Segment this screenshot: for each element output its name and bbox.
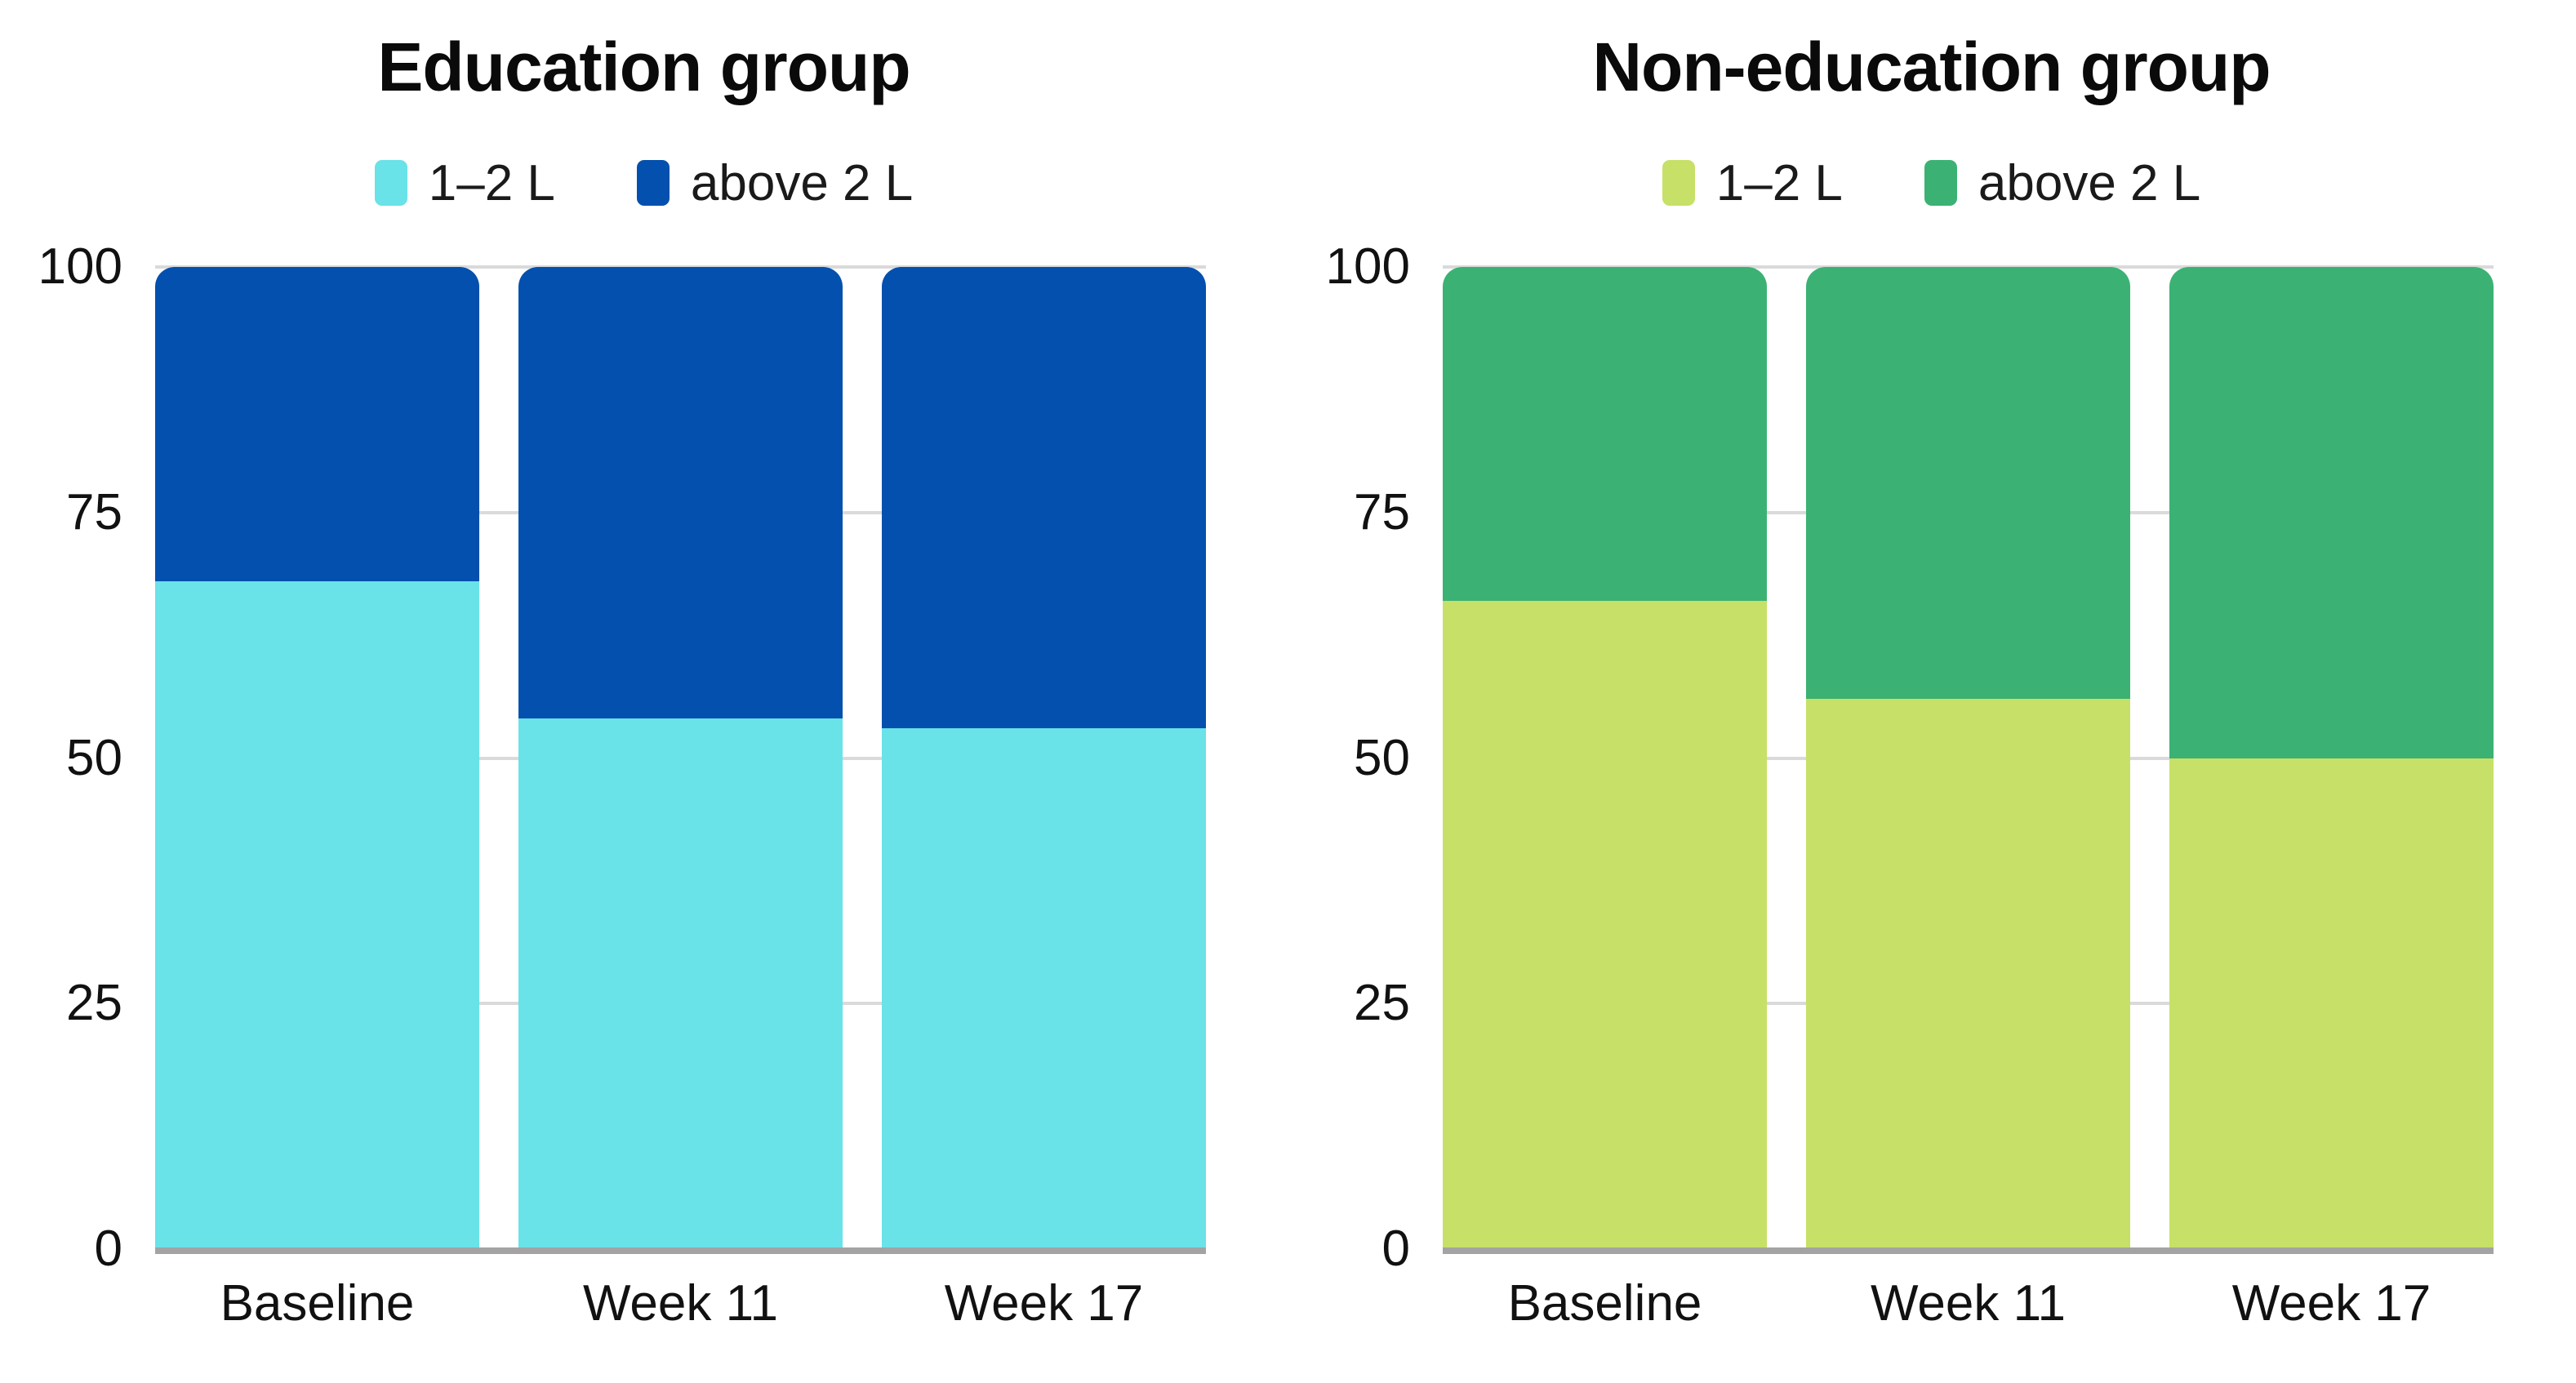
y-tick-label: 25 — [66, 975, 122, 1032]
x-tick-label: Week 17 — [944, 1275, 1144, 1332]
x-axis-labels: Baseline Week 11 Week 17 — [155, 1278, 1206, 1329]
bar-segment-above-2-l — [518, 267, 843, 719]
bar-segment-1-2-l — [155, 580, 479, 1249]
bar-week-11 — [1806, 267, 2130, 1249]
legend-label: above 2 L — [690, 154, 914, 211]
legend-swatch-icon — [1924, 160, 1957, 206]
x-axis-line — [1443, 1247, 2494, 1254]
x-tick-label: Baseline — [220, 1275, 415, 1332]
y-tick-label: 0 — [94, 1221, 122, 1277]
legend-item-1-2-l: 1–2 L — [1662, 154, 1843, 212]
bar-segment-1-2-l — [1443, 601, 1767, 1249]
legend-item-above-2-l: above 2 L — [636, 154, 914, 212]
y-tick-label: 0 — [1381, 1221, 1410, 1277]
x-tick-label: Week 11 — [583, 1275, 778, 1332]
y-axis: 0 25 50 75 100 — [0, 242, 122, 1274]
legend-label: 1–2 L — [1715, 154, 1843, 211]
legend-swatch-icon — [374, 160, 407, 206]
bar-baseline — [155, 267, 479, 1249]
legend: 1–2 L above 2 L — [0, 154, 1288, 212]
bar-week-17 — [2169, 267, 2494, 1249]
chart-panel-non-education-group: Non-education group 1–2 L above 2 L 0 25 50… — [1288, 0, 2575, 1383]
y-tick-label: 100 — [1325, 238, 1410, 295]
bar-segment-above-2-l — [155, 267, 479, 581]
bar-segment-above-2-l — [2169, 267, 2494, 758]
legend-label: above 2 L — [1978, 154, 2201, 211]
x-tick-label: Week 17 — [2231, 1275, 2431, 1332]
legend-label: 1–2 L — [428, 154, 555, 211]
bar-segment-above-2-l — [882, 267, 1206, 729]
bar-week-17 — [882, 267, 1206, 1249]
y-tick-label: 75 — [66, 483, 122, 540]
bars — [1443, 267, 2494, 1249]
legend: 1–2 L above 2 L — [1288, 154, 2575, 212]
chart-title: Education group — [377, 29, 910, 105]
bar-segment-1-2-l — [2169, 758, 2494, 1249]
bar-segment-1-2-l — [1806, 699, 2130, 1249]
bars — [155, 267, 1206, 1249]
bar-week-11 — [518, 267, 843, 1249]
legend-item-above-2-l: above 2 L — [1924, 154, 2200, 212]
x-axis-line — [155, 1247, 1206, 1254]
plot-area — [1443, 265, 2494, 1254]
gridline — [1443, 265, 2494, 269]
y-tick-label: 25 — [1354, 975, 1410, 1032]
legend-item-1-2-l: 1–2 L — [374, 154, 555, 212]
bar-segment-above-2-l — [1443, 267, 1767, 602]
y-tick-label: 75 — [1354, 483, 1410, 540]
legend-swatch-icon — [1662, 160, 1695, 206]
y-tick-label: 50 — [1354, 729, 1410, 786]
x-axis-labels: Baseline Week 11 Week 17 — [1443, 1278, 2494, 1329]
x-tick-label: Week 11 — [1871, 1275, 2066, 1332]
legend-swatch-icon — [636, 160, 670, 206]
bar-segment-1-2-l — [882, 728, 1206, 1249]
plot-area — [155, 265, 1206, 1254]
bar-segment-above-2-l — [1806, 267, 2130, 700]
x-tick-label: Baseline — [1507, 1275, 1702, 1332]
y-tick-label: 100 — [38, 238, 122, 295]
chart-panel-education-group: Education group 1–2 L above 2 L 0 25 50 75 10… — [0, 29, 1288, 1329]
chart-title: Non-education group — [1592, 29, 2271, 105]
y-axis: 0 25 50 75 100 — [1288, 242, 1410, 1274]
bar-segment-1-2-l — [518, 718, 843, 1249]
gridline — [155, 265, 1206, 269]
y-tick-label: 50 — [66, 729, 122, 786]
bar-baseline — [1443, 267, 1767, 1249]
